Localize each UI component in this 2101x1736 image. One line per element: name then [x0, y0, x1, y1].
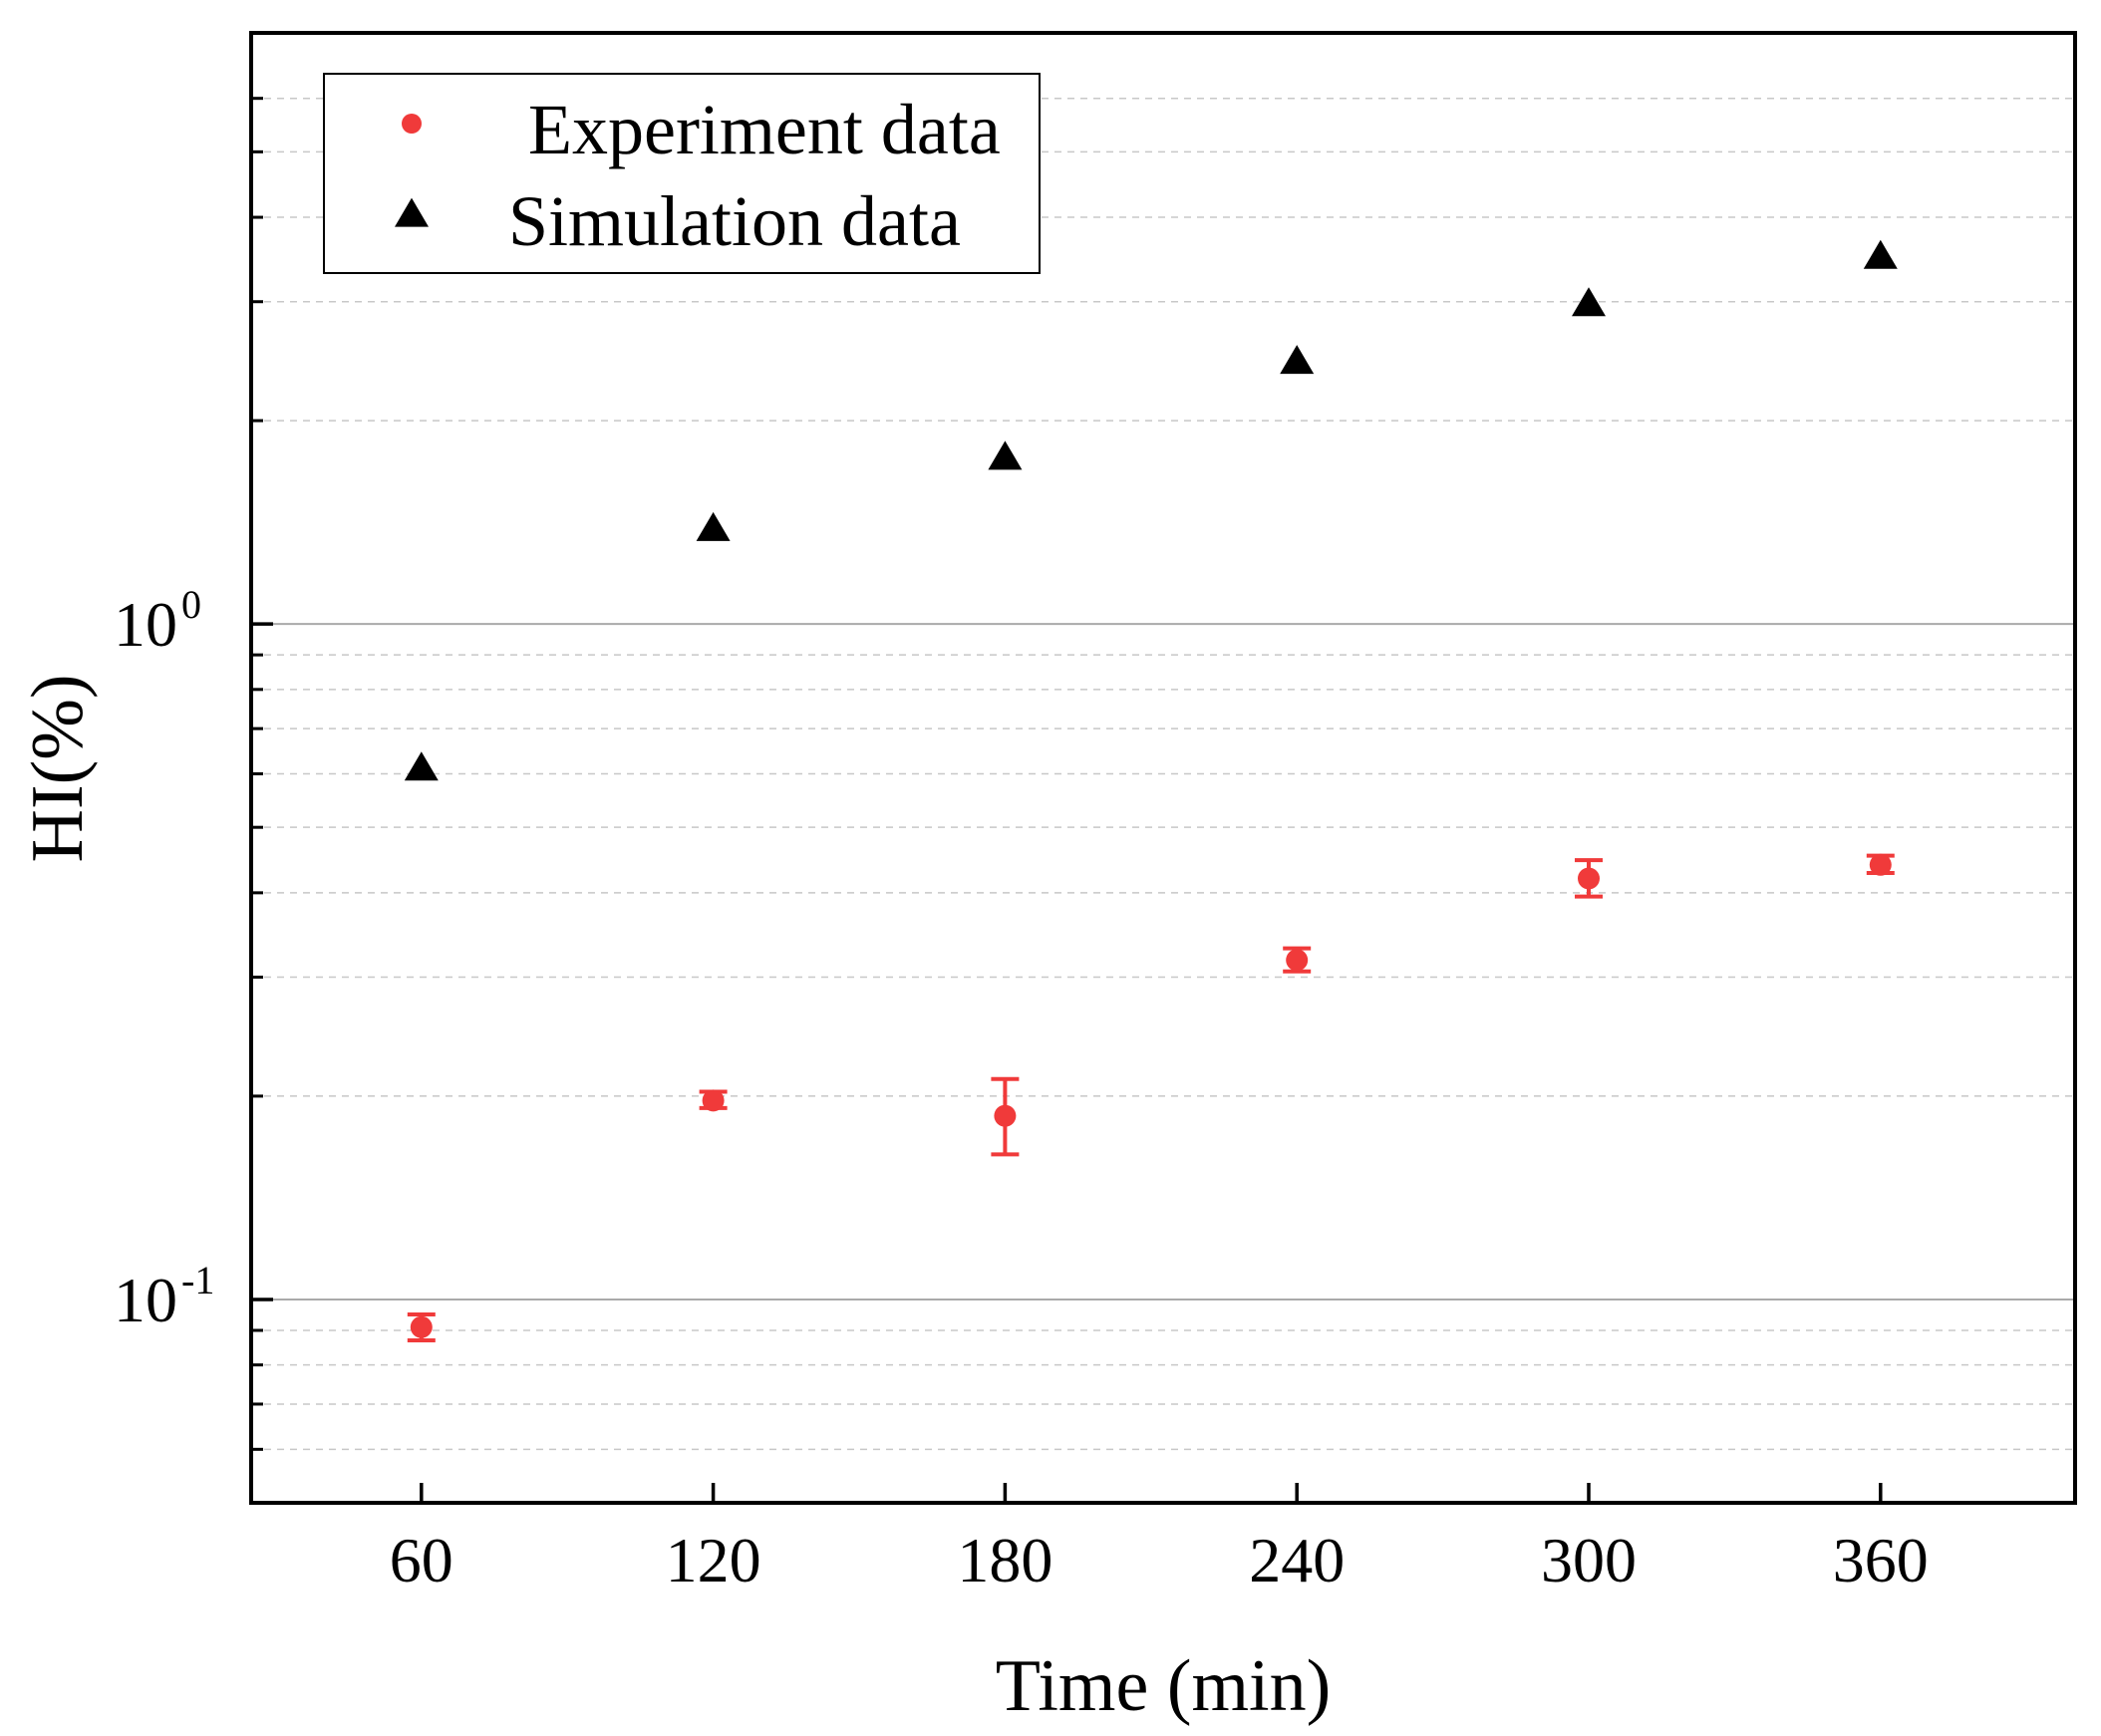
y-tick-label: 10 — [114, 589, 177, 660]
x-tick-label: 360 — [1833, 1525, 1929, 1595]
plot-frame — [249, 31, 2077, 1505]
axis-ticks: 10 -110 060 120 180 240 300 360 — [114, 97, 1929, 1595]
simulation-point — [404, 751, 439, 781]
experiment-point — [1869, 853, 1892, 876]
simulation-point — [1280, 345, 1315, 375]
x-tick-label: 120 — [666, 1525, 761, 1595]
experiment-point-group — [991, 1076, 1020, 1157]
experiment-point-group — [699, 1089, 728, 1112]
x-tick-label: 240 — [1249, 1525, 1345, 1595]
experiment-point — [410, 1315, 433, 1338]
x-axis-title: Time (min) — [996, 1645, 1331, 1727]
experiment-point — [994, 1104, 1017, 1127]
experiment-point-group — [1283, 946, 1312, 974]
simulation-point — [696, 511, 731, 541]
legend-marker-simulation — [395, 197, 429, 227]
legend-circle-icon — [402, 114, 422, 134]
experiment-point — [1578, 867, 1600, 890]
experiment-point-group — [407, 1312, 436, 1342]
x-tick-label: 180 — [957, 1525, 1052, 1595]
y-tick-label: 10 — [114, 1265, 177, 1335]
experiment-point — [702, 1089, 725, 1112]
experiment-point — [1286, 949, 1309, 972]
experiment-point-group — [1866, 853, 1895, 876]
legend-box — [323, 73, 1041, 274]
grid — [251, 97, 2075, 1451]
legend: Experiment data Simulation data — [323, 73, 1041, 274]
y-tick-base: 10 — [114, 1265, 177, 1335]
y-tick-exponent: 0 — [181, 582, 201, 627]
legend-marker-experiment — [402, 114, 422, 134]
y-tick-exponent: -1 — [181, 1258, 214, 1302]
y-tick-base: 10 — [114, 589, 177, 660]
data-markers — [404, 239, 1898, 1342]
legend-label-experiment: Experiment data — [528, 90, 1001, 169]
simulation-point — [988, 440, 1023, 470]
x-tick-label: 60 — [390, 1525, 453, 1595]
simulation-point — [1572, 287, 1606, 317]
y-axis-title: HI(%) — [17, 674, 99, 862]
legend-triangle-icon — [395, 197, 429, 227]
experiment-point-group — [1575, 858, 1603, 899]
x-tick-label: 300 — [1541, 1525, 1637, 1595]
simulation-point — [1863, 239, 1898, 269]
legend-label-simulation: Simulation data — [508, 181, 961, 261]
